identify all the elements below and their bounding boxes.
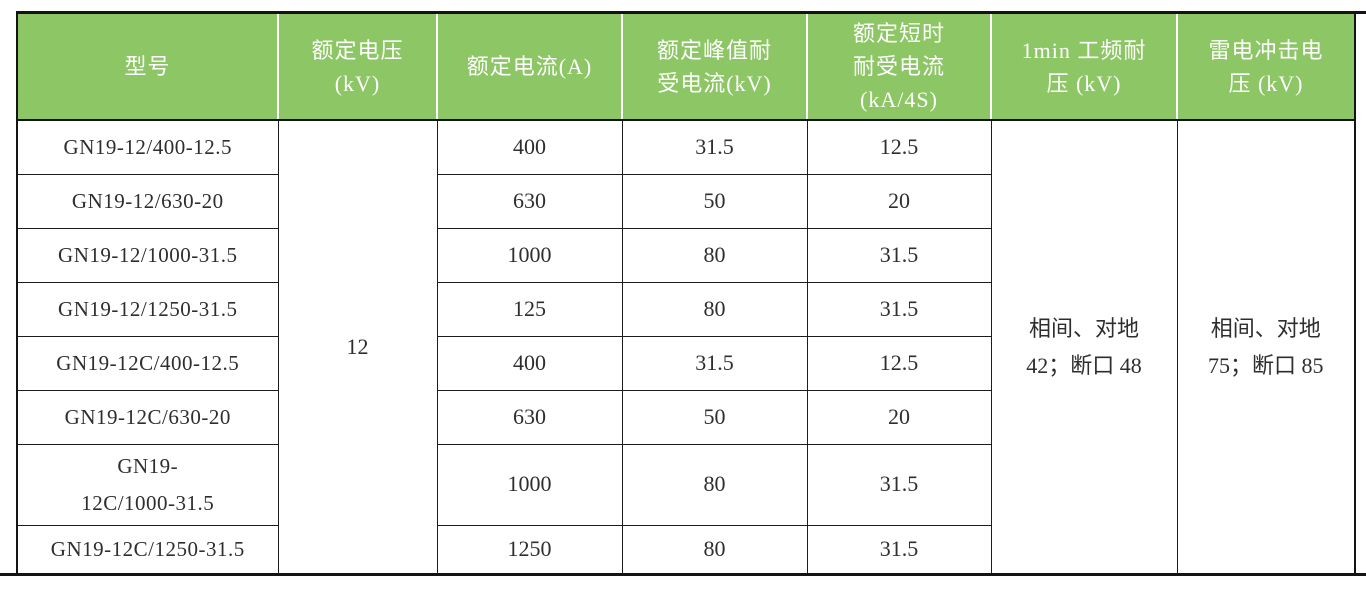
cell-rated-current: 125	[436, 281, 623, 337]
cell-short-time-current: 31.5	[806, 443, 992, 526]
table-row: GN19-12/1250-31.5 125 80 31.5	[16, 281, 1355, 337]
cell-peak-current: 80	[621, 443, 808, 526]
cell-short-time-current: 31.5	[806, 281, 992, 337]
table-row: GN19-12C/630-20 630 50 20	[16, 389, 1355, 445]
cell-power-frequency-merged: 相间、对地 42；断口 48	[990, 119, 1178, 575]
table-row: GN19-12C/400-12.5 400 31.5 12.5	[16, 335, 1355, 391]
cell-rated-current: 630	[436, 173, 623, 229]
cell-peak-current: 80	[621, 281, 808, 337]
table-row: GN19-12/1000-31.5 1000 80 31.5	[16, 227, 1355, 283]
cell-short-time-current: 20	[806, 173, 992, 229]
cell-rated-current: 400	[436, 119, 623, 175]
top-rule	[16, 11, 1366, 14]
cell-model: GN19-12/1250-31.5	[16, 281, 279, 337]
header-rated-voltage: 额定电压 (kV)	[277, 14, 438, 121]
cell-model: GN19- 12C/1000-31.5	[16, 443, 279, 526]
cell-lightning-impulse-merged: 相间、对地 75；断口 85	[1176, 119, 1356, 575]
table-row: GN19-12/400-12.5 12 400 31.5 12.5 相间、对地 …	[16, 119, 1356, 575]
cell-short-time-current: 31.5	[806, 227, 992, 283]
cell-rated-current: 630	[436, 389, 623, 445]
cell-peak-current: 31.5	[621, 335, 808, 391]
cell-model: GN19-12C/400-12.5	[16, 335, 279, 391]
cell-peak-current: 80	[621, 227, 808, 283]
table-row: GN19- 12C/1000-31.5 1000 80 31.5	[16, 443, 1355, 526]
cell-rated-current: 1000	[436, 443, 623, 526]
cell-short-time-current: 31.5	[806, 524, 992, 575]
cell-model: GN19-12/1000-31.5	[16, 227, 279, 283]
header-rated-current: 额定电流(A)	[436, 14, 623, 121]
cell-model: GN19-12C/1250-31.5	[16, 524, 279, 575]
cell-peak-current: 50	[621, 389, 808, 445]
header-lightning-impulse: 雷电冲击电 压 (kV)	[1176, 14, 1356, 121]
cell-short-time-current: 12.5	[806, 335, 992, 391]
cell-rated-voltage-merged: 12	[277, 119, 438, 575]
header-power-frequency-withstand: 1min 工频耐 压 (kV)	[990, 14, 1178, 121]
table-row: GN19-12/630-20 630 50 20	[16, 173, 1355, 229]
cell-short-time-current: 12.5	[806, 119, 992, 175]
cell-model: GN19-12/400-12.5	[16, 119, 279, 175]
cell-short-time-current: 20	[806, 389, 992, 445]
page: 型号 额定电压 (kV) 额定电流(A) 额定峰值耐 受电流(kV) 额定短时 …	[0, 11, 1366, 576]
header-model: 型号	[16, 14, 279, 121]
cell-peak-current: 80	[621, 524, 808, 575]
spec-table: 型号 额定电压 (kV) 额定电流(A) 额定峰值耐 受电流(kV) 额定短时 …	[16, 14, 1356, 575]
header-short-time-withstand-current: 额定短时 耐受电流 (kA/4S)	[806, 14, 992, 121]
cell-peak-current: 50	[621, 173, 808, 229]
cell-rated-current: 1250	[436, 524, 623, 575]
cell-rated-current: 1000	[436, 227, 623, 283]
cell-model: GN19-12C/630-20	[16, 389, 279, 445]
cell-peak-current: 31.5	[621, 119, 808, 175]
bottom-rule	[0, 573, 1366, 576]
cell-rated-current: 400	[436, 335, 623, 391]
header-row: 型号 额定电压 (kV) 额定电流(A) 额定峰值耐 受电流(kV) 额定短时 …	[16, 14, 1356, 121]
header-peak-withstand-current: 额定峰值耐 受电流(kV)	[621, 14, 808, 121]
cell-model: GN19-12/630-20	[16, 173, 279, 229]
